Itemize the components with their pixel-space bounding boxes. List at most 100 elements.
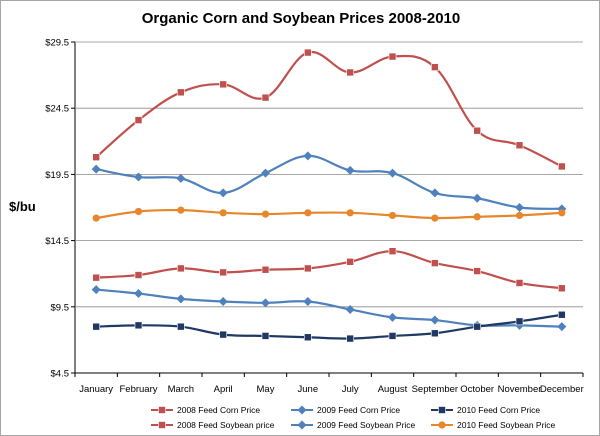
x-tick-label: August <box>378 384 408 395</box>
legend-marker <box>438 421 446 429</box>
x-tick-label: May <box>257 384 275 395</box>
data-point <box>430 315 440 325</box>
y-tick-label: $29.5 <box>45 38 69 49</box>
data-point <box>219 80 227 89</box>
data-point <box>134 321 143 330</box>
data-point <box>558 284 566 293</box>
x-tick-label: July <box>342 384 359 395</box>
x-tick-labels: January February March April May June July Augu… <box>74 373 584 395</box>
data-point <box>431 329 439 338</box>
series-line <box>96 288 562 328</box>
data-point <box>558 162 566 171</box>
x-tick-label: September <box>412 384 458 395</box>
data-point <box>515 279 524 287</box>
x-tick-label: April <box>214 384 233 395</box>
legend-item: 2009 Feed Soybean Price <box>291 420 416 430</box>
data-point <box>304 209 312 217</box>
data-point <box>430 188 440 198</box>
data-point <box>261 210 270 218</box>
data-point <box>346 257 354 266</box>
data-point <box>558 209 566 217</box>
data-point <box>515 211 524 220</box>
data-point <box>304 333 312 342</box>
legend-marker <box>158 421 166 429</box>
x-tick-label: January <box>79 384 113 395</box>
series-3 <box>92 310 566 343</box>
y-axis-label: $/bu <box>9 199 36 214</box>
y-tick-label: $4.5 <box>51 369 70 380</box>
y-tick-label: $19.5 <box>45 170 69 181</box>
data-point <box>388 211 397 220</box>
legend: 2008 Feed Corn Price 2009 Feed Corn Price… <box>151 405 556 430</box>
series-line <box>95 51 563 168</box>
series-6 <box>92 206 566 222</box>
data-point <box>515 317 524 326</box>
y-tick-label: $24.5 <box>45 104 69 115</box>
data-point <box>219 268 227 277</box>
data-point <box>134 289 143 299</box>
data-point <box>176 294 186 304</box>
data-point <box>303 297 313 307</box>
data-point <box>558 310 566 319</box>
x-tick-label: November <box>498 384 542 395</box>
data-point <box>219 330 227 339</box>
data-point <box>261 298 270 308</box>
legend-label: 2009 Feed Soybean Price <box>317 420 416 430</box>
data-point <box>218 188 228 198</box>
data-point <box>219 209 227 217</box>
y-tick-label: $14.5 <box>45 236 69 247</box>
legend-marker <box>438 406 446 414</box>
data-point <box>431 63 439 71</box>
data-point <box>346 334 354 343</box>
data-point <box>345 165 355 175</box>
data-point <box>92 322 100 331</box>
data-point <box>176 173 186 183</box>
data-point <box>473 267 481 275</box>
data-point <box>304 264 312 273</box>
data-point <box>388 52 397 61</box>
data-point <box>473 322 481 331</box>
data-point <box>134 116 143 124</box>
data-point <box>473 213 481 221</box>
data-point <box>92 273 100 282</box>
data-point <box>92 153 100 161</box>
legend-item: 2010 Feed Corn Price <box>431 405 540 415</box>
data-point <box>515 203 524 212</box>
x-tick-label: October <box>460 384 494 395</box>
data-point <box>472 193 482 203</box>
data-point <box>304 48 312 57</box>
data-point <box>134 271 143 279</box>
data-point <box>346 209 354 217</box>
data-point <box>177 88 185 97</box>
series-layer <box>91 48 567 343</box>
data-point <box>261 168 270 178</box>
legend-label: 2009 Feed Corn Price <box>317 405 400 415</box>
series-1 <box>92 247 566 293</box>
y-tick-labels: $4.5 $9.5 $14.5 $19.5 $24.5 $29.5 <box>45 38 69 380</box>
y-tick-label: $9.5 <box>51 302 70 313</box>
legend-label: 2010 Feed Soybean Price <box>457 420 556 430</box>
legend-marker <box>297 420 307 430</box>
data-point <box>261 265 270 274</box>
data-point <box>177 322 185 331</box>
legend-label: 2008 Feed Corn Price <box>177 405 260 415</box>
data-point <box>345 304 355 314</box>
chart-title: Organic Corn and Soybean Prices 2008-201… <box>142 10 460 27</box>
legend-item: 2010 Feed Soybean Price <box>431 420 556 430</box>
data-point <box>557 322 567 332</box>
data-point <box>431 259 439 267</box>
legend-item: 2008 Feed Soybean price <box>151 420 275 430</box>
legend-label: 2008 Feed Soybean price <box>177 420 275 430</box>
data-point <box>431 214 439 222</box>
series-line <box>96 208 562 220</box>
legend-marker <box>158 406 166 414</box>
data-point <box>218 297 228 307</box>
data-point <box>515 141 524 150</box>
legend-label: 2010 Feed Corn Price <box>457 405 540 415</box>
data-point <box>261 332 270 340</box>
series-4 <box>92 48 566 171</box>
gridlines <box>71 41 583 374</box>
x-tick-label: February <box>119 384 157 395</box>
